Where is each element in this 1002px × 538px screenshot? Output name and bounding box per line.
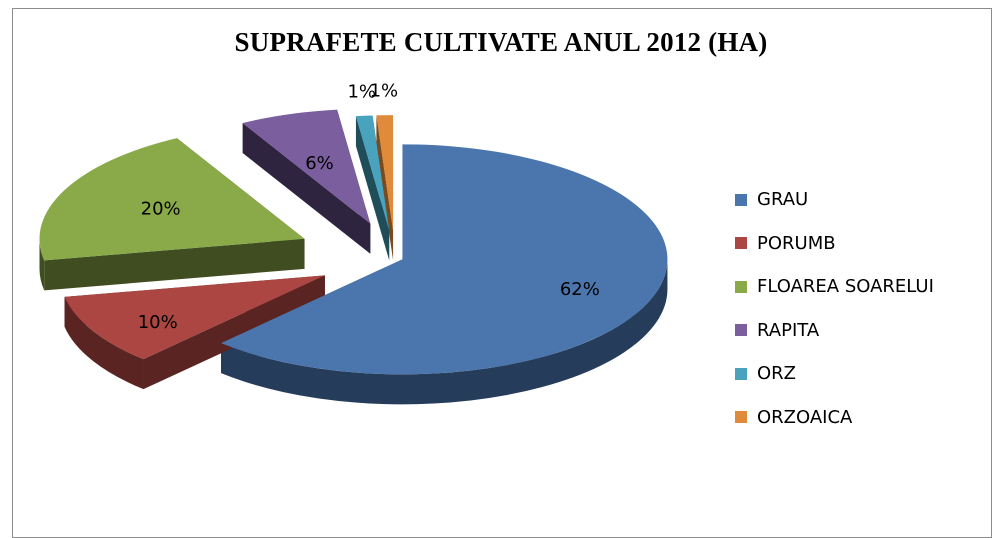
legend-label-orz: ORZ	[757, 363, 797, 385]
pie-wall-floarea-soarelui-0	[39, 238, 45, 291]
pie-chart: 62% 10% 20% 6% 1%1%	[39, 81, 668, 405]
legend-label-rapita: RAPITA	[757, 319, 820, 341]
legend-label-porumb: PORUMB	[757, 232, 836, 254]
pie-side-rapita-0	[242, 122, 371, 254]
pie-slice-floarea-soarelui	[39, 138, 305, 261]
pie-side-floarea-soarelui-0	[44, 238, 305, 291]
pie-label-floarea-soarelui: 20%	[141, 198, 181, 219]
chart-legend: GRAU PORUMB FLOAREA SOARELUI RAPITA ORZ ORZOA…	[735, 178, 934, 439]
pie-label-rapita: 6%	[305, 153, 334, 174]
pie-side-orz-0	[355, 116, 390, 261]
legend-label-grau: GRAU	[757, 189, 809, 211]
chart-title: SUPRAFETE CULTIVATE ANUL 2012 (HA)	[234, 27, 768, 57]
legend-swatch-grau	[735, 193, 747, 206]
legend-swatch-orzoaica	[735, 411, 747, 424]
pie-slice-rapita	[242, 109, 371, 224]
pie-label-grau: 62%	[560, 279, 600, 300]
pie-label-orz: 1%	[347, 81, 376, 102]
legend-item-orz: ORZ	[735, 352, 934, 396]
legend-item-porumb: PORUMB	[735, 222, 934, 266]
legend-swatch-rapita	[735, 324, 747, 337]
pie-label-porumb: 10%	[138, 312, 178, 333]
pie-slice-orzoaica	[376, 115, 394, 231]
pie-side-orzoaica-0	[376, 115, 394, 261]
legend-item-floarea-soarelui: FLOAREA SOARELUI	[735, 265, 934, 309]
pie-wall-porumb-0	[64, 296, 144, 390]
legend-label-floarea-soarelui: FLOAREA SOARELUI	[757, 276, 934, 298]
pie-wall-grau-0	[221, 259, 668, 405]
pie-slice-orz	[355, 115, 390, 231]
legend-label-orzoaica: ORZOAICA	[757, 406, 853, 428]
legend-swatch-porumb	[735, 237, 747, 250]
legend-item-grau: GRAU	[735, 178, 934, 222]
pie-label-orzoaica: 1%	[370, 81, 399, 102]
pie-slice-grau	[221, 144, 668, 375]
pie-slice-porumb	[64, 275, 325, 360]
legend-item-rapita: RAPITA	[735, 309, 934, 353]
legend-swatch-floarea-soarelui	[735, 280, 747, 293]
legend-item-orzoaica: ORZOAICA	[735, 396, 934, 440]
legend-swatch-orz	[735, 367, 747, 380]
